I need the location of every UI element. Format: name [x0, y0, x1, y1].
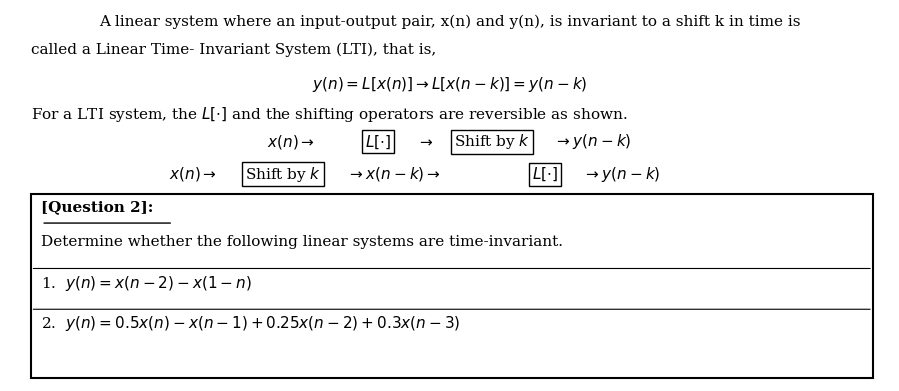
Text: 2.  $y(n) = 0.5x(n) - x(n-1) + 0.25x(n-2) + 0.3x(n-3)$: 2. $y(n) = 0.5x(n) - x(n-1) + 0.25x(n-2)… — [41, 314, 461, 333]
Text: 1.  $y(n) = x(n-2) - x(1-n)$: 1. $y(n) = x(n-2) - x(1-n)$ — [41, 274, 252, 292]
Text: A linear system where an input-output pair, x(n) and y(n), is invariant to a shi: A linear system where an input-output pa… — [99, 15, 800, 29]
Text: $\rightarrow$: $\rightarrow$ — [416, 135, 433, 149]
Text: called a Linear Time- Invariant System (LTI), that is,: called a Linear Time- Invariant System (… — [31, 42, 436, 57]
Text: $L[\cdot]$: $L[\cdot]$ — [532, 165, 558, 183]
Text: Shift by $k$: Shift by $k$ — [454, 133, 530, 151]
Text: $y(n) = L[x(n)] \rightarrow L[x(n - k)] = y(n - k)$: $y(n) = L[x(n)] \rightarrow L[x(n - k)] … — [312, 75, 587, 94]
FancyBboxPatch shape — [31, 194, 873, 378]
Text: $\rightarrow y(n - k)$: $\rightarrow y(n - k)$ — [583, 165, 661, 184]
Text: For a LTI system, the $L[\cdot]$ and the shifting operators are reversible as sh: For a LTI system, the $L[\cdot]$ and the… — [31, 105, 628, 124]
Text: $\rightarrow x(n - k) \rightarrow$: $\rightarrow x(n - k) \rightarrow$ — [347, 165, 441, 183]
Text: $x(n) \rightarrow$: $x(n) \rightarrow$ — [267, 133, 315, 151]
Text: $x(n) \rightarrow$: $x(n) \rightarrow$ — [169, 165, 217, 183]
Text: $\rightarrow y(n - k)$: $\rightarrow y(n - k)$ — [554, 133, 631, 151]
Text: $L[\cdot]$: $L[\cdot]$ — [365, 133, 391, 151]
Text: [Question 2]:: [Question 2]: — [41, 201, 154, 215]
Text: Determine whether the following linear systems are time-invariant.: Determine whether the following linear s… — [41, 235, 563, 249]
Text: Shift by $k$: Shift by $k$ — [245, 165, 321, 184]
